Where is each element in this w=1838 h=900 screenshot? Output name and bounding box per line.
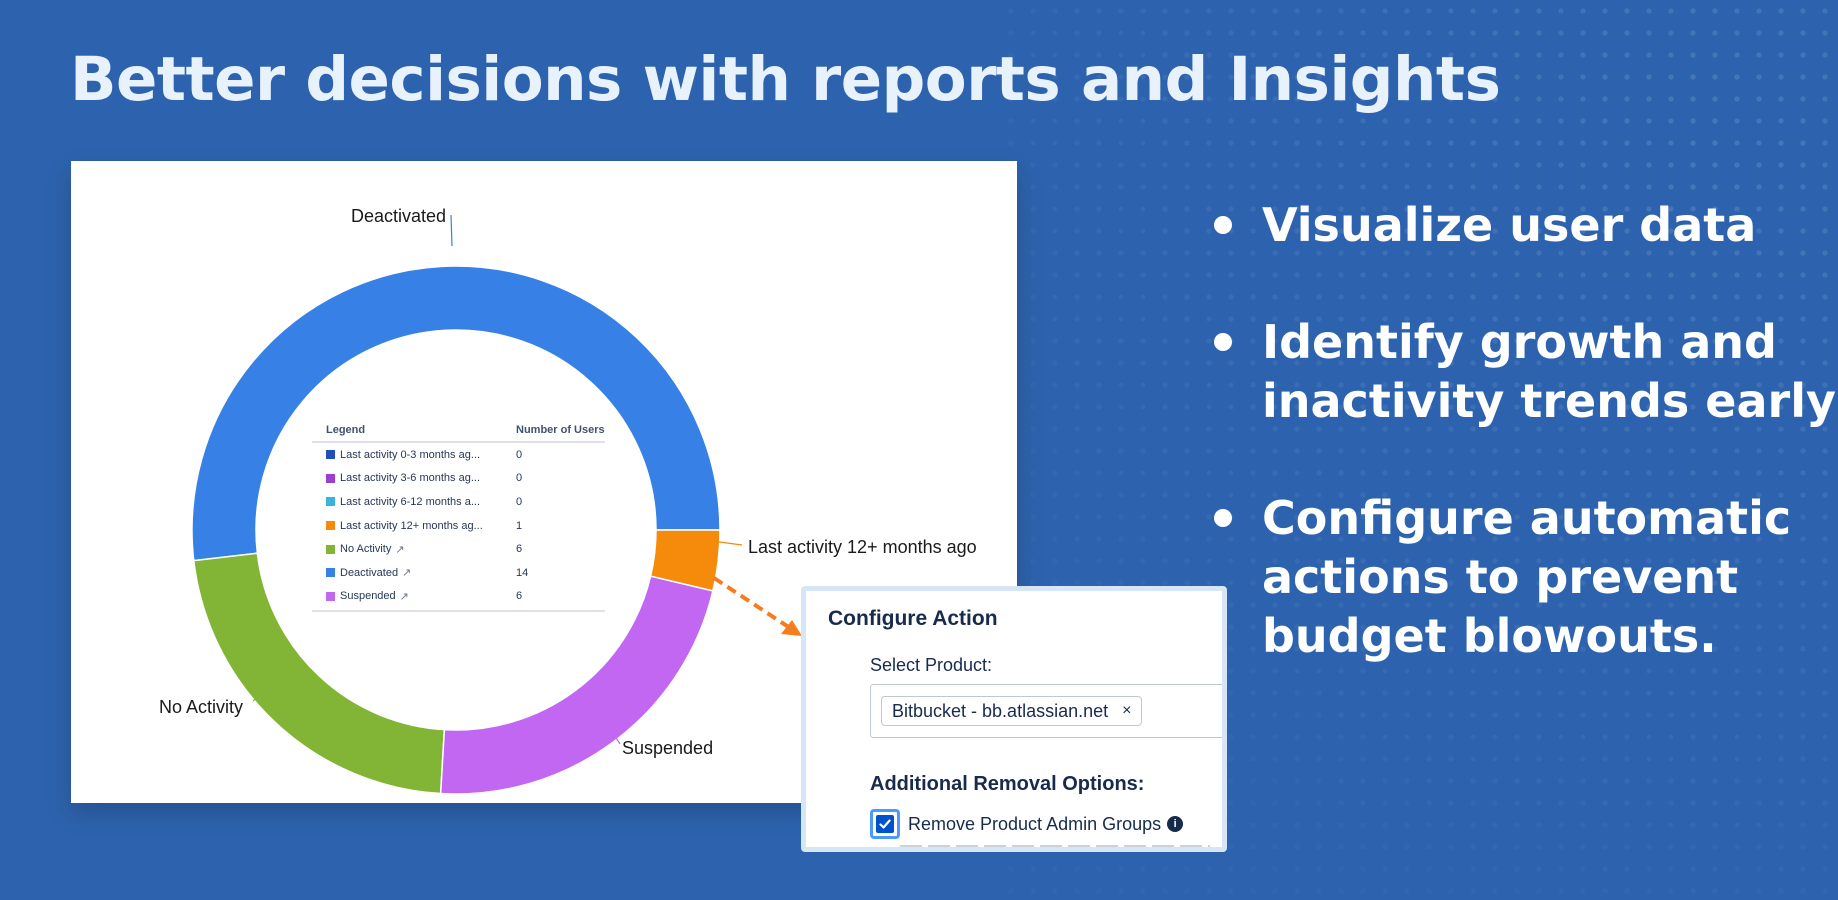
bullet-dot-icon [1214, 216, 1232, 234]
legend-swatch [326, 568, 335, 578]
callout-label-no-activity: No Activity [159, 697, 243, 717]
legend-label: Last activity 3-6 months ag... [340, 472, 481, 485]
legend-row: Last activity 0-3 months ag... 0 [312, 443, 605, 467]
bullet-visualize: Visualize user data [1208, 196, 1836, 255]
legend-item: Last activity 0-3 months ag... [326, 449, 516, 461]
legend-label: Suspended [340, 590, 396, 603]
legend-swatch [326, 521, 335, 531]
annotation-arrow [712, 576, 802, 636]
bullet-configure-actions: Configure automatic actions to prevent b… [1208, 489, 1836, 666]
legend-value: 14 [516, 566, 529, 579]
bullet-text: budget blowouts. [1262, 609, 1717, 663]
legend-label: No Activity [340, 543, 392, 556]
legend-row: Deactivated ↗ 14 [312, 561, 605, 585]
selected-product-chip: Bitbucket - bb.atlassian.net × [881, 696, 1143, 726]
users-column-header: Number of Users [516, 424, 605, 436]
legend-label: Last activity 6-12 months a... [340, 495, 481, 508]
bullet-text: actions to prevent [1262, 550, 1739, 604]
legend-item[interactable]: Deactivated ↗ [326, 566, 516, 579]
bullet-text: Identify growth and [1262, 315, 1777, 369]
legend-row: Last activity 6-12 months a... 0 [312, 490, 605, 514]
checkmark-icon [879, 819, 891, 829]
legend-label: Deactivated [340, 566, 399, 579]
configure-action-dialog: Configure Action Select Product: Bitbuck… [801, 586, 1227, 852]
donut-slice[interactable] [191, 265, 721, 562]
remove-admin-groups-option: Remove Product Admin Groups i [870, 809, 1184, 839]
external-link-icon[interactable]: ↗ [402, 567, 412, 580]
legend-item: Last activity 6-12 months a... [326, 496, 516, 508]
page-title: Better decisions with reports and Insigh… [70, 44, 1501, 115]
legend-item[interactable]: No Activity ↗ [326, 543, 516, 556]
bullet-text: inactivity trends early [1262, 374, 1836, 428]
legend-header-row: Legend Number of Users [312, 412, 605, 443]
select-product-label: Select Product: [870, 655, 993, 675]
callout-label-deactivated: Deactivated [351, 206, 446, 226]
bullet-identify-trends: Identify growth and inactivity trends ea… [1208, 313, 1836, 431]
truncated-help-text [900, 845, 1210, 847]
external-link-icon[interactable]: ↗ [399, 590, 409, 603]
chart-legend-table: Legend Number of Users Last activity 0-3… [312, 412, 605, 613]
removal-options-heading: Additional Removal Options: [870, 773, 1145, 795]
legend-swatch [326, 473, 335, 483]
legend-item[interactable]: Suspended ↗ [326, 590, 516, 603]
chip-label: Bitbucket - bb.atlassian.net [892, 700, 1109, 721]
legend-column-header: Legend [326, 424, 366, 436]
legend-row: No Activity ↗ 6 [312, 537, 605, 561]
product-select-input[interactable]: Bitbucket - bb.atlassian.net × [870, 684, 1222, 738]
legend-row: Suspended ↗ 6 [312, 585, 605, 609]
legend-swatch [326, 544, 335, 554]
dialog-title: Configure Action [828, 607, 998, 630]
legend-swatch [326, 591, 335, 601]
remove-admin-groups-checkbox[interactable] [870, 809, 900, 839]
legend-label: Last activity 12+ months ag... [340, 519, 483, 532]
external-link-icon[interactable]: ↗ [395, 543, 405, 556]
legend-value: 0 [516, 472, 523, 485]
feature-bullet-list: Visualize user data Identify growth and … [1208, 196, 1836, 724]
callout-label-suspended: Suspended [622, 738, 713, 758]
bullet-text: Visualize user data [1262, 198, 1757, 252]
chip-remove-icon[interactable]: × [1122, 702, 1132, 719]
callout-label-last-activity-12: Last activity 12+ months ago [748, 537, 977, 557]
bullet-dot-icon [1214, 333, 1232, 351]
legend-value: 1 [516, 519, 523, 532]
donut-slices [191, 265, 721, 795]
legend-rows: Last activity 0-3 months ag... 0 Last acti… [312, 443, 605, 608]
legend-row: Last activity 3-6 months ag... 0 [312, 467, 605, 491]
legend-item: Last activity 3-6 months ag... [326, 472, 516, 484]
legend-value: 0 [516, 495, 523, 508]
callout-lines [252, 214, 743, 745]
legend-value: 0 [516, 448, 523, 461]
legend-swatch [326, 497, 335, 507]
legend-value: 6 [516, 590, 523, 603]
legend-item: Last activity 12+ months ag... [326, 520, 516, 532]
info-icon[interactable]: i [1167, 816, 1184, 832]
bullet-text: Configure automatic [1262, 491, 1792, 545]
donut-slice[interactable] [649, 529, 721, 592]
bullet-dot-icon [1214, 509, 1232, 527]
legend-label: Last activity 0-3 months ag... [340, 448, 481, 461]
legend-value: 6 [516, 543, 523, 556]
checkbox-label: Remove Product Admin Groups [908, 813, 1162, 834]
legend-swatch [326, 450, 335, 460]
legend-row: Last activity 12+ months ag... 1 [312, 514, 605, 538]
